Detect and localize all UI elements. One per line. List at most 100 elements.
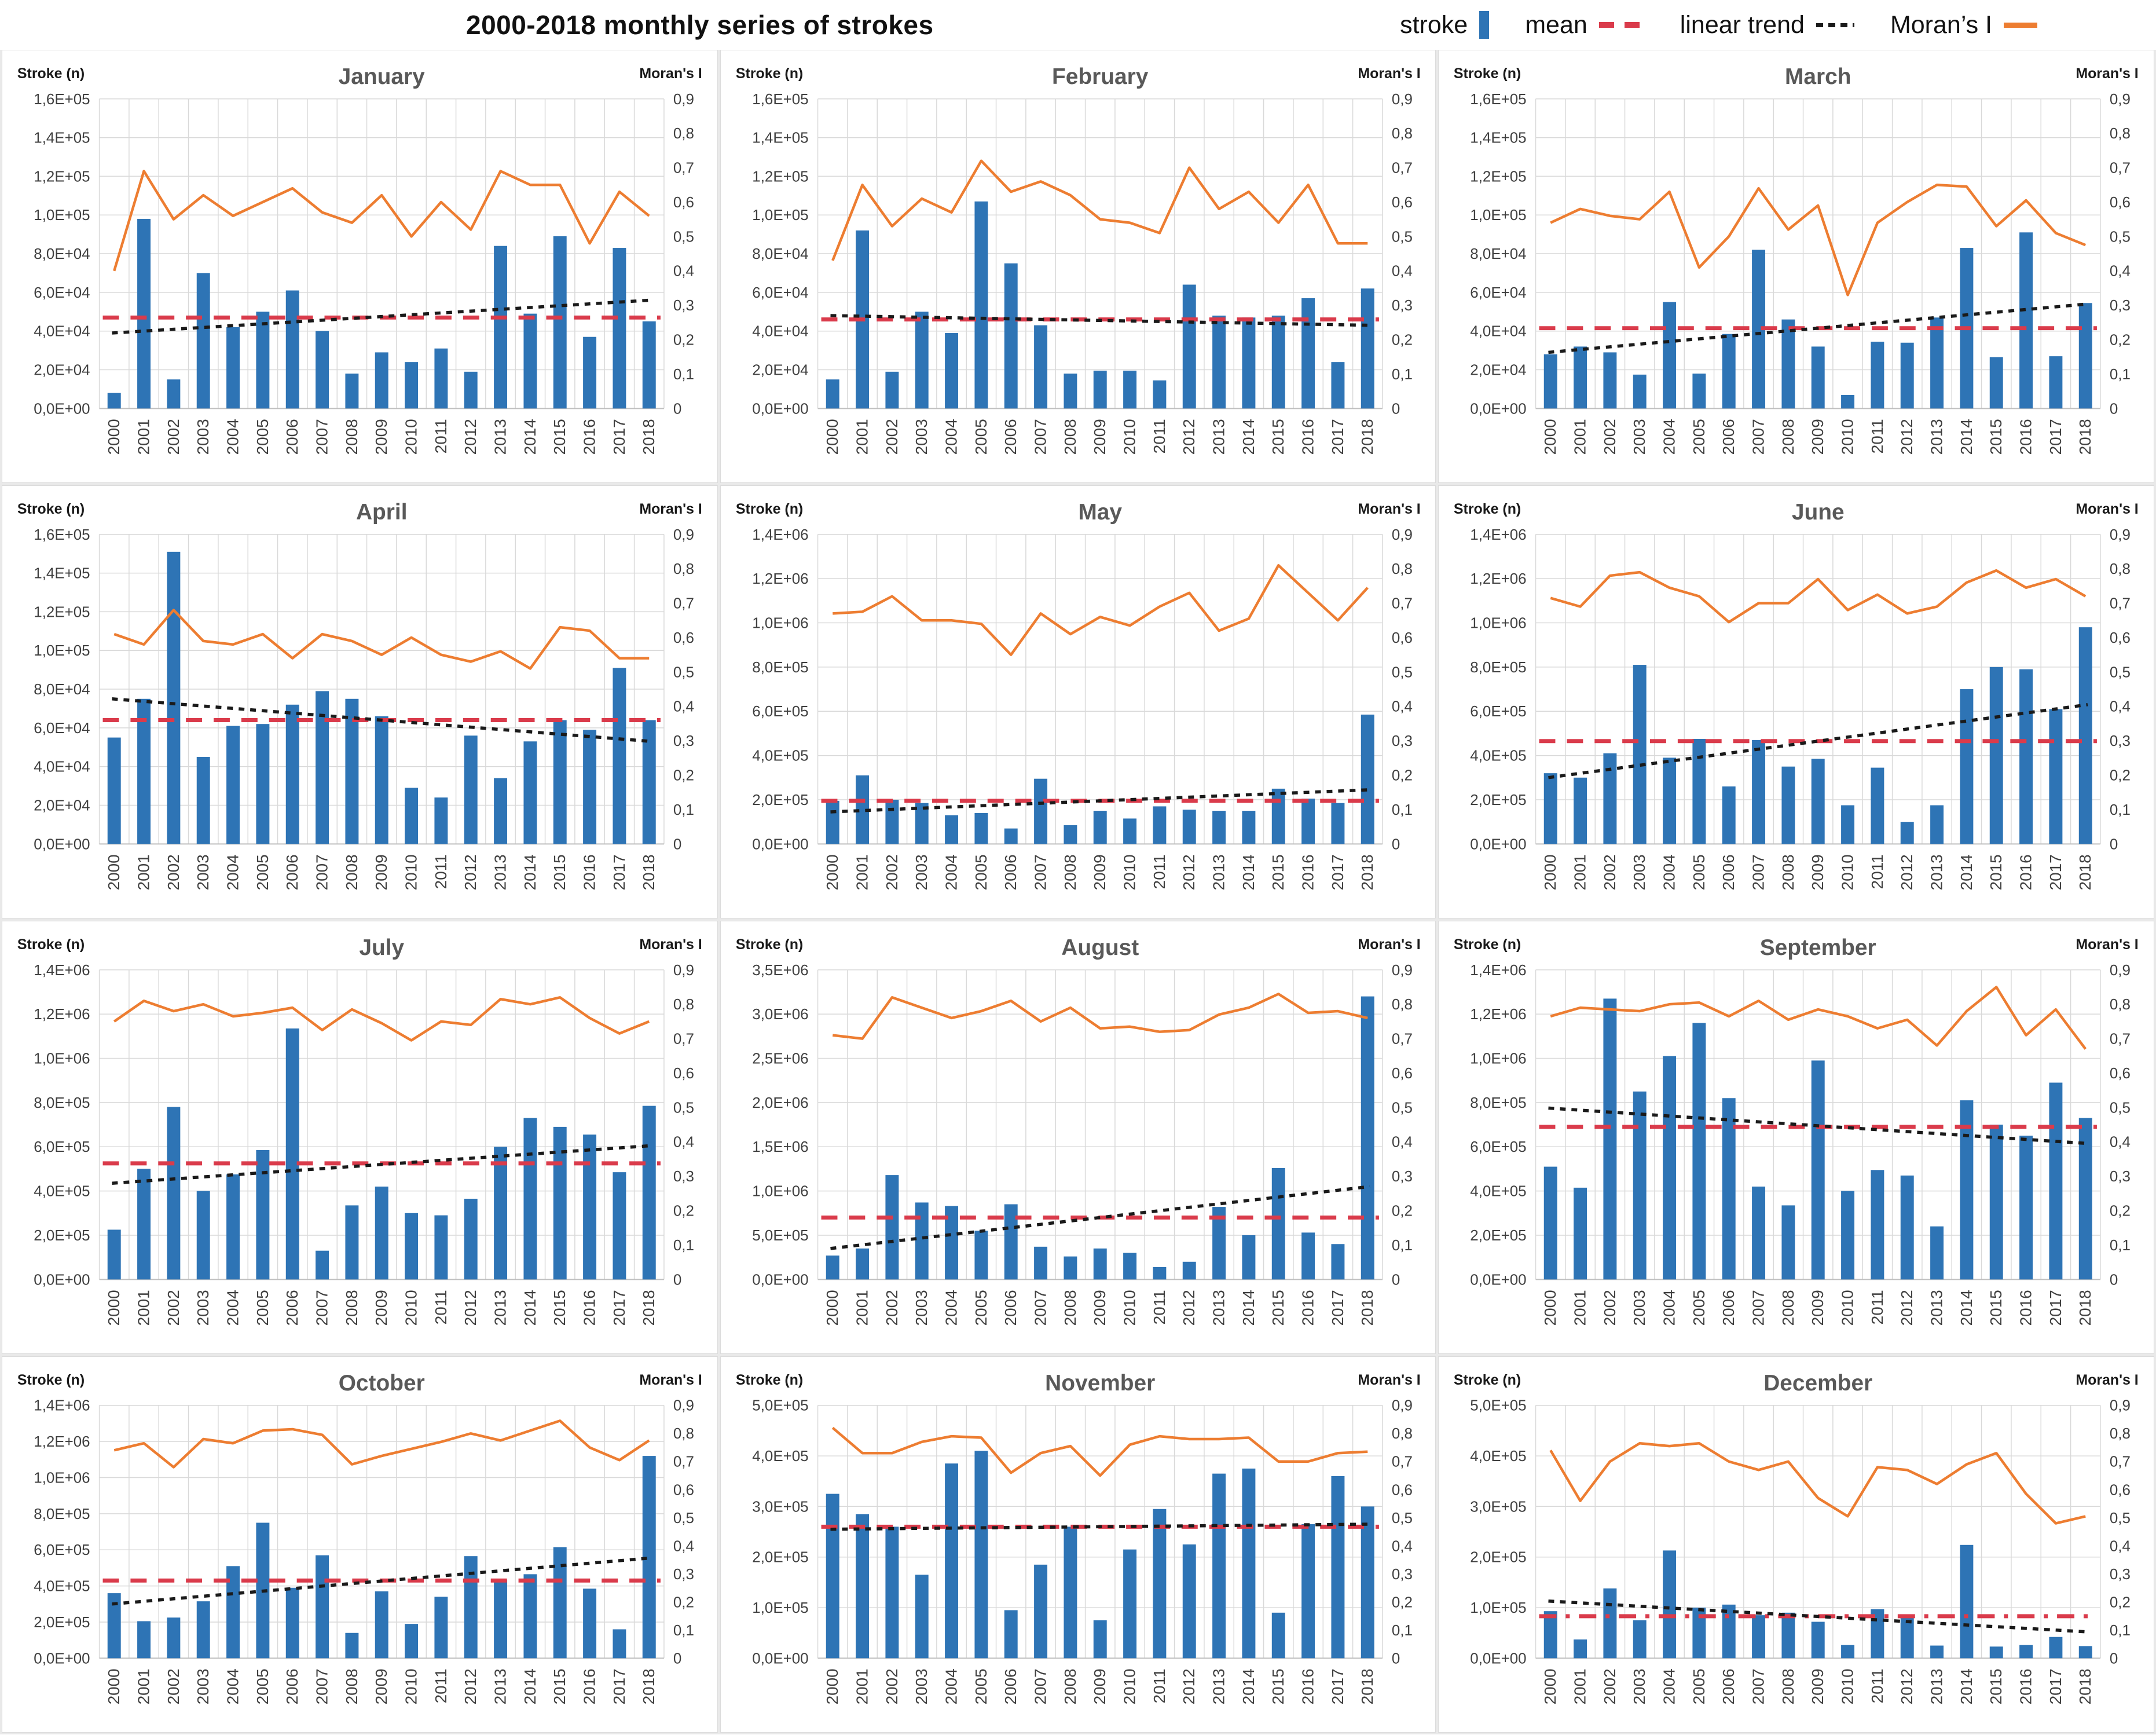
stroke-bar (167, 1107, 181, 1280)
svg-text:6,0E+05: 6,0E+05 (752, 704, 808, 720)
svg-text:1,5E+06: 1,5E+06 (752, 1139, 808, 1155)
svg-text:0,9: 0,9 (673, 1398, 694, 1414)
svg-text:2012: 2012 (1898, 1290, 1916, 1326)
svg-text:0: 0 (2110, 836, 2118, 852)
svg-text:0,6: 0,6 (673, 195, 694, 211)
svg-text:0,1: 0,1 (2110, 1623, 2131, 1639)
stroke-bar (1781, 319, 1795, 409)
svg-text:2015: 2015 (1269, 1290, 1287, 1326)
svg-text:0,3: 0,3 (2110, 298, 2131, 314)
svg-text:0,4: 0,4 (2110, 1538, 2131, 1554)
stroke-bar (494, 1147, 508, 1280)
legend-label-morans-i: Moran’s I (1890, 10, 1992, 39)
right-axis-ticks: 0 0,1 0,2 0,3 0,4 0,5 0,6 0,7 0,8 0,9 (1392, 527, 1413, 853)
svg-text:2006: 2006 (1720, 419, 1738, 455)
svg-text:0,4: 0,4 (2110, 263, 2131, 280)
svg-text:0,9: 0,9 (2110, 527, 2131, 543)
svg-text:2008: 2008 (1779, 1290, 1797, 1326)
svg-text:0,9: 0,9 (1392, 1398, 1413, 1414)
svg-text:0: 0 (2110, 401, 2118, 417)
stroke-bars (107, 1028, 656, 1280)
panel-title: October (339, 1371, 425, 1396)
svg-text:0,5: 0,5 (2110, 1100, 2131, 1116)
svg-text:0,8: 0,8 (673, 561, 694, 577)
trend-line (830, 1522, 1370, 1531)
stroke-bar (915, 1202, 929, 1280)
stroke-bar (405, 1213, 419, 1280)
stroke-bar (553, 720, 567, 844)
stroke-bar (1692, 1023, 1706, 1280)
svg-text:2008: 2008 (1061, 854, 1079, 890)
right-axis-title: Moran's I (639, 936, 702, 953)
right-axis-title: Moran's I (1358, 1372, 1420, 1388)
svg-text:2018: 2018 (2077, 854, 2095, 890)
stroke-bar (855, 1248, 869, 1280)
svg-text:1,4E+06: 1,4E+06 (34, 1398, 90, 1414)
svg-text:0,8: 0,8 (1392, 561, 1413, 577)
stroke-bar (1544, 354, 1558, 409)
svg-text:2002: 2002 (1601, 419, 1619, 455)
svg-text:0,3: 0,3 (673, 733, 694, 749)
gridlines (1535, 534, 2101, 845)
svg-text:2003: 2003 (1631, 419, 1649, 455)
svg-text:6,0E+05: 6,0E+05 (1471, 704, 1527, 720)
left-axis-ticks: 0,0E+00 1,0E+05 2,0E+05 3,0E+05 4,0E+05 5,0E+… (1471, 1398, 1527, 1667)
svg-text:2014: 2014 (1240, 854, 1257, 890)
svg-text:2015: 2015 (1269, 854, 1287, 890)
stroke-bar (523, 1574, 537, 1659)
chart-panel-august: Stroke (n) Moran's I August 0,0E+00 5,0E+05 1… (720, 921, 1436, 1354)
left-axis-ticks: 0,0E+00 2,0E+05 4,0E+05 6,0E+05 8,0E+05 1,0E+… (1471, 962, 1527, 1289)
svg-text:2009: 2009 (1809, 419, 1827, 455)
svg-text:0,7: 0,7 (2110, 1031, 2131, 1048)
stroke-bar (494, 1579, 508, 1659)
svg-text:1,6E+05: 1,6E+05 (752, 91, 808, 108)
stroke-bar (375, 1591, 388, 1659)
stroke-bar (1871, 1609, 1884, 1659)
stroke-bar (944, 333, 958, 409)
x-axis-year-labels: 2000 2001 2002 2003 2004 2005 2006 2007 2008 2009… (823, 419, 1376, 455)
moran-line (1549, 1441, 2087, 1525)
svg-text:0,0E+00: 0,0E+00 (34, 1272, 90, 1288)
trend-line (1548, 1106, 2088, 1145)
svg-text:1,0E+06: 1,0E+06 (1471, 1050, 1527, 1067)
svg-text:2000: 2000 (1542, 854, 1560, 890)
svg-text:0,4: 0,4 (1392, 1134, 1413, 1151)
left-axis-title: Stroke (n) (1454, 65, 1521, 82)
svg-text:2003: 2003 (194, 419, 212, 455)
svg-text:2016: 2016 (581, 1290, 599, 1326)
svg-text:2015: 2015 (1269, 1668, 1287, 1704)
svg-text:2016: 2016 (2017, 854, 2035, 890)
legend-label-stroke: stroke (1400, 10, 1468, 39)
stroke-bar (1781, 1612, 1795, 1659)
svg-text:2000: 2000 (823, 1668, 841, 1704)
gridlines (817, 969, 1383, 1280)
svg-text:4,0E+04: 4,0E+04 (34, 324, 90, 340)
svg-text:2015: 2015 (551, 419, 569, 455)
svg-text:2006: 2006 (283, 854, 301, 890)
svg-text:2005: 2005 (1690, 1290, 1708, 1326)
gridlines (98, 969, 665, 1280)
stroke-bar (1242, 811, 1256, 844)
svg-text:2010: 2010 (1839, 1290, 1857, 1326)
svg-text:2001: 2001 (853, 1668, 871, 1704)
stroke-bar (434, 797, 448, 844)
moran-line (1550, 986, 2087, 1050)
stroke-bar (1182, 810, 1196, 844)
svg-text:0,8: 0,8 (1392, 126, 1413, 142)
gridlines (817, 1404, 1383, 1659)
svg-text:2012: 2012 (1898, 419, 1916, 455)
panel-title: February (1052, 64, 1149, 89)
svg-text:0,2: 0,2 (2110, 1203, 2131, 1220)
svg-text:0,7: 0,7 (1392, 1031, 1413, 1048)
gridlines (98, 1404, 665, 1659)
svg-text:2014: 2014 (1957, 854, 1975, 890)
stroke-bar (1123, 1549, 1136, 1659)
moran-line (832, 563, 1369, 656)
x-axis-year-labels: 2000 2001 2002 2003 2004 2005 2006 2007 2008 2009… (105, 1290, 658, 1326)
svg-text:2009: 2009 (1091, 419, 1109, 455)
svg-text:1,2E+05: 1,2E+05 (34, 604, 90, 620)
svg-text:6,0E+04: 6,0E+04 (34, 720, 90, 737)
svg-text:2013: 2013 (1209, 854, 1227, 890)
stroke-bar (1633, 1091, 1647, 1280)
legend-label-linear-trend: linear trend (1680, 10, 1805, 39)
